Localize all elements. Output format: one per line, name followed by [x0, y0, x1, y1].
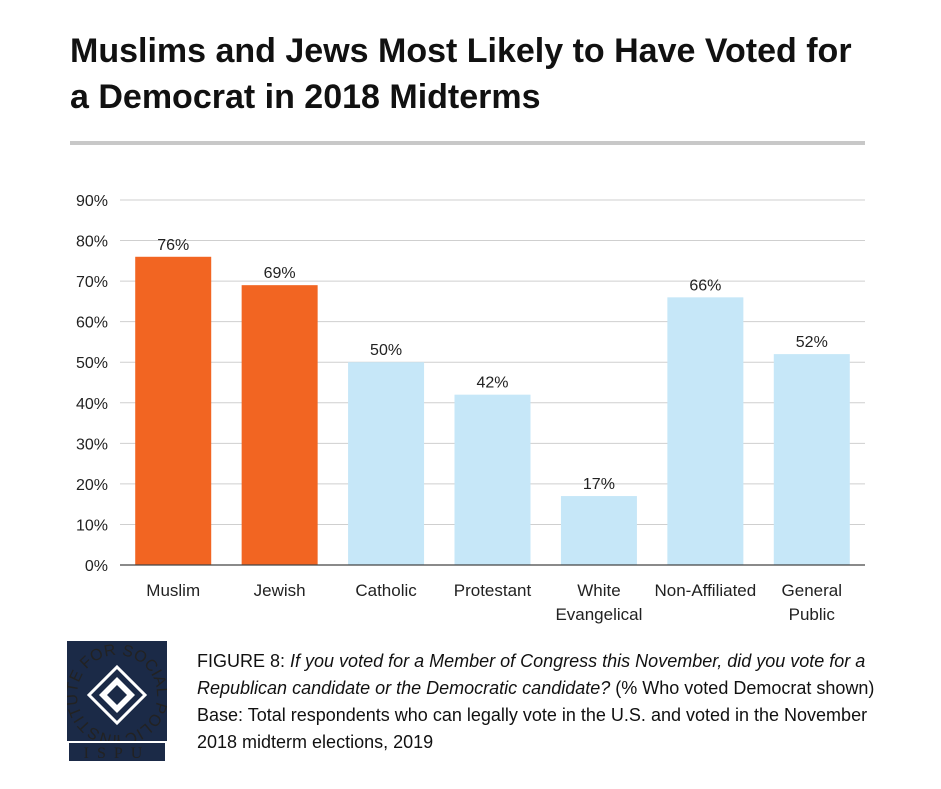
- value-label: 42%: [476, 375, 508, 392]
- value-label: 69%: [264, 265, 296, 282]
- value-label: 52%: [796, 334, 828, 351]
- bar: [667, 297, 744, 565]
- x-tick-label: White Evangelical: [555, 581, 643, 624]
- chart: 0% 10% 20% 30% 40% 50% 60% 70% 80% 90% 76% 69% 50% 42…: [76, 193, 865, 575]
- value-label: 17%: [583, 476, 615, 493]
- value-label: 50%: [370, 342, 402, 359]
- y-tick-label: 0%: [85, 558, 108, 575]
- y-tick-label: 90%: [76, 193, 108, 210]
- y-tick-label: 40%: [76, 396, 108, 413]
- bar: [560, 496, 637, 565]
- y-tick-label: 60%: [76, 315, 108, 332]
- x-tick-label: Non-Affiliated: [654, 581, 757, 600]
- caption-note: (% Who voted Democrat shown) Base: Total…: [197, 678, 875, 752]
- title-rule: [70, 141, 865, 145]
- bar: [454, 394, 531, 565]
- y-tick-label: 80%: [76, 234, 108, 251]
- y-tick-label: 10%: [76, 517, 108, 534]
- value-label: 66%: [689, 277, 721, 294]
- bar: [135, 256, 212, 565]
- chart-title: Muslims and Jews Most Likely to Have Vot…: [70, 32, 852, 116]
- logo: INSTITUTE FOR SOCIAL POLICY AND UNDERSTA…: [67, 641, 167, 763]
- x-tick-label: Catholic: [355, 581, 417, 600]
- bar: [773, 354, 850, 565]
- y-tick-label: 50%: [76, 355, 108, 372]
- caption-question: If you voted for a Member of Congress th…: [197, 651, 866, 698]
- x-tick-label: Protestant: [453, 581, 532, 600]
- bar: [241, 285, 318, 565]
- bar: [348, 362, 425, 565]
- value-label: 76%: [157, 237, 189, 254]
- y-tick-label: 70%: [76, 274, 108, 291]
- x-tick-label: Muslim: [146, 581, 201, 600]
- y-tick-label: 30%: [76, 436, 108, 453]
- x-tick-label: General Public: [781, 581, 843, 624]
- figure-label: FIGURE 8:: [197, 651, 286, 671]
- x-tick-label: Jewish: [253, 581, 306, 600]
- logo-name: ISPU: [84, 745, 151, 762]
- caption: FIGURE 8: If you voted for a Member of C…: [197, 648, 887, 756]
- y-tick-label: 20%: [76, 477, 108, 494]
